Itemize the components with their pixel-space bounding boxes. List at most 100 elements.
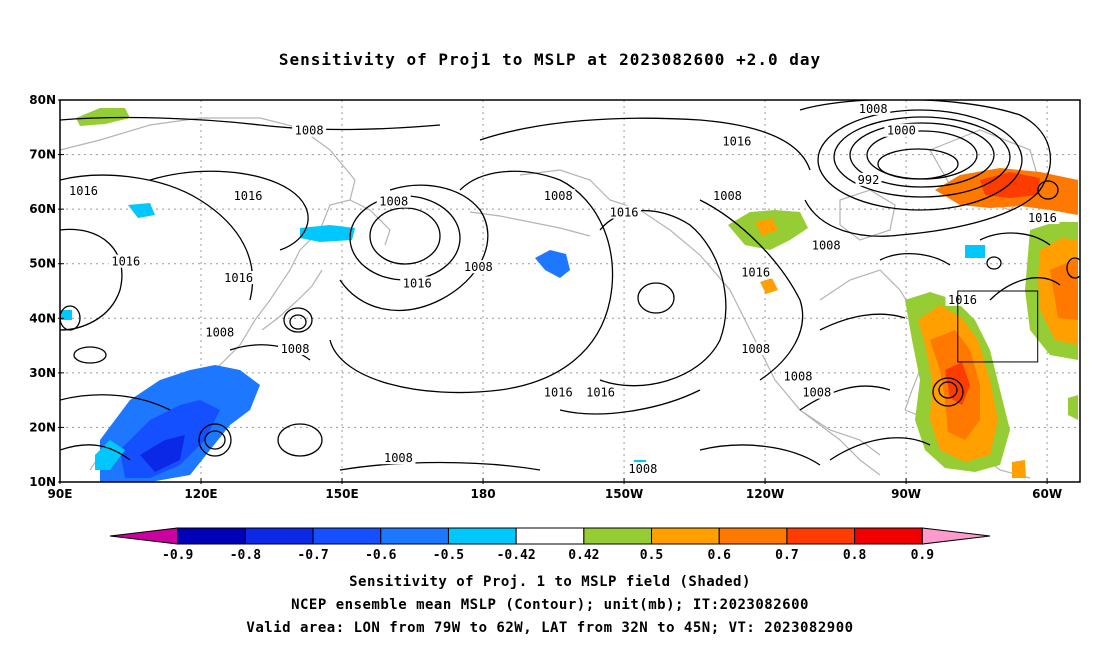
aleutians [469, 211, 591, 237]
colorbar-label: -0.7 [297, 548, 328, 563]
contour-label-bg [945, 292, 980, 306]
contour-label-bg [710, 189, 745, 203]
contour-label-bg [541, 385, 576, 399]
positive-region-arctic-west [76, 108, 130, 126]
colorbar-label: -0.8 [230, 548, 261, 563]
contour-label-bg [292, 123, 327, 137]
contour-label: 1008 [713, 189, 742, 203]
lat-label: 50N [29, 257, 56, 271]
positive-region-canada-core [755, 218, 778, 236]
contour-label: 1016 [1028, 211, 1057, 225]
contour-label: 1008 [384, 451, 413, 465]
caption-line-2: NCEP ensemble mean MSLP (Contour); unit(… [291, 597, 809, 613]
lon-label: 150W [605, 487, 643, 501]
colorbar-label: 0.9 [911, 548, 934, 563]
negative-region-japan-sea [300, 225, 355, 242]
contour-label: 1008 [784, 369, 813, 383]
latitude-labels: 80N 70N 60N 50N 40N 30N 20N 10N [29, 93, 64, 489]
contour-label-bg [855, 172, 882, 186]
contour-label: 992 [858, 173, 880, 187]
colorbar-segment [786, 527, 856, 545]
contour-label-bg [381, 451, 416, 465]
contour-label-bg [884, 123, 919, 137]
contour-label-bg [1025, 211, 1060, 225]
contour-label: 1016 [111, 255, 140, 269]
longitude-labels: 90E 120E 150E 180 150W 120W 90W 60W [48, 478, 1062, 501]
lat-label: 20N [29, 420, 56, 434]
contour-label: 1016 [586, 386, 615, 400]
lon-label: 120W [746, 487, 784, 501]
valid-area-box [957, 290, 1039, 363]
contour-label-bg [799, 385, 834, 399]
lon-label: 150E [325, 487, 358, 501]
contour-label-bg [66, 183, 101, 197]
lon-label: 90W [891, 487, 921, 501]
positive-region-north-atlantic-core [1050, 258, 1078, 320]
positive-region-greenland-core [980, 172, 1040, 198]
positive-region-rockies [760, 278, 778, 294]
contour-label-bg [780, 369, 815, 383]
contour-label-bg [221, 271, 256, 285]
lat-label: 70N [29, 148, 56, 162]
contour-label: 1008 [812, 238, 841, 252]
caption-line-1: Sensitivity of Proj. 1 to MSLP field (Sh… [349, 574, 751, 590]
negative-region-siberia [128, 203, 155, 218]
contour-label: 1016 [722, 135, 751, 149]
lon-label: 90E [48, 487, 73, 501]
negative-region-south-china-deep [140, 435, 185, 472]
contour-label: 1008 [544, 189, 573, 203]
contour-label-bg [625, 462, 660, 476]
contour-label-bg [738, 342, 773, 356]
contour-label-bg [607, 205, 642, 219]
contour-label: 1008 [802, 386, 831, 400]
map-title: Sensitivity of Proj1 to MSLP at 20230826… [278, 50, 822, 69]
negative-region-central-pacific [535, 250, 570, 278]
contour-label: 1008 [628, 462, 657, 476]
lat-label: 10N [29, 475, 56, 489]
contour-label: 1016 [544, 386, 573, 400]
contour-label-bg [541, 189, 576, 203]
contour-label-bg [809, 238, 844, 252]
positive-region-atlantic-south [1068, 395, 1078, 420]
negative-region-west [60, 310, 72, 320]
colorbar-segment [312, 527, 382, 545]
colorbar-label: 0.7 [775, 548, 798, 563]
positive-region-east-coast-deep [945, 362, 970, 405]
colorbar-segment [854, 527, 923, 545]
colorbar-segment [177, 527, 246, 545]
contour-label-bg [719, 134, 754, 148]
contour-label-bg [278, 342, 313, 356]
negative-region-south-china-edge [95, 440, 125, 470]
mexico-coast [799, 409, 881, 476]
colorbar-label: 0.8 [843, 548, 867, 563]
lat-label: 40N [29, 311, 56, 325]
colorbar-segment [244, 527, 314, 545]
lat-label: 30N [29, 366, 56, 380]
sensitivity-shading [60, 108, 1078, 482]
negative-region-atlantic [965, 245, 985, 258]
contour-label: 1016 [610, 206, 639, 220]
kamchatka-coast [349, 199, 391, 246]
contour-label-bg [400, 276, 435, 290]
lat-label: 80N [29, 93, 56, 107]
colorbar-label: -0.6 [365, 548, 396, 563]
contour-label: 1008 [464, 260, 493, 274]
colorbar-segment [515, 527, 585, 545]
lon-label: 180 [471, 487, 496, 501]
contour-label-bg [202, 325, 237, 339]
contour-label: 1008 [205, 326, 234, 340]
contour-label: 1016 [741, 266, 770, 280]
colorbar-label: 0.42 [568, 548, 599, 563]
contour-label-bg [461, 260, 496, 274]
colorbar-segment [583, 527, 653, 545]
lon-label: 60W [1032, 487, 1062, 501]
contour-label-bg [738, 265, 773, 279]
colorbar-segment [718, 527, 788, 545]
colorbar-low-extend [109, 527, 179, 545]
colorbar-label: -0.42 [497, 548, 536, 563]
colorbar-label: 0.5 [640, 548, 663, 563]
contour-label: 1008 [295, 124, 324, 138]
contour-label-bg [583, 385, 618, 399]
contour-label-bg [376, 194, 411, 208]
